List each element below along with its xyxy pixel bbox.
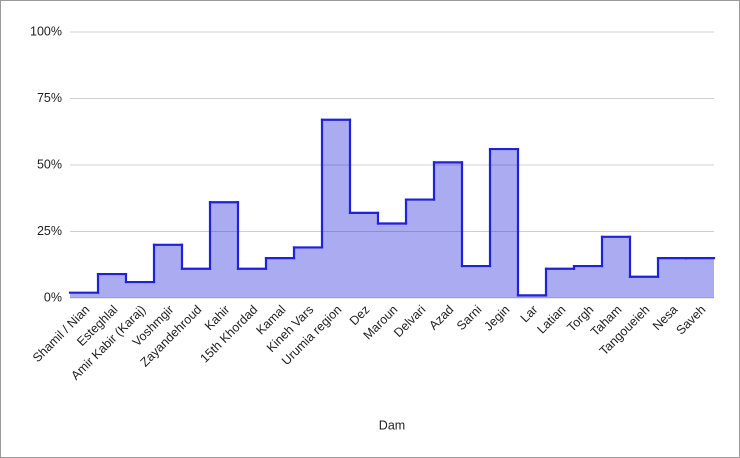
step-area	[406, 199, 434, 298]
y-tick-label: 25%	[37, 224, 62, 238]
x-axis-title: Dam	[379, 418, 405, 432]
step-area	[294, 247, 322, 298]
step-area	[154, 244, 182, 298]
step-area	[378, 223, 406, 298]
step-area	[98, 274, 126, 298]
y-tick-label: 100%	[30, 24, 62, 38]
step-area	[546, 268, 574, 298]
step-area	[434, 162, 462, 298]
step-area	[462, 266, 490, 298]
y-tick-label: 50%	[37, 157, 62, 171]
step-area	[686, 258, 714, 298]
step-area	[238, 268, 266, 298]
step-area	[658, 258, 686, 298]
step-area	[630, 276, 658, 298]
step-area	[182, 268, 210, 298]
step-area	[210, 202, 238, 298]
step-area	[322, 119, 350, 298]
area	[68, 118, 716, 298]
y-tick-label: 75%	[37, 91, 62, 105]
y-tick-label: 0%	[44, 290, 62, 304]
step-area	[70, 292, 98, 298]
step-area	[574, 266, 602, 298]
step-area	[518, 295, 546, 298]
step-area	[490, 149, 518, 298]
step-area	[126, 282, 154, 298]
step-area	[266, 258, 294, 298]
step-area	[350, 212, 378, 298]
grid	[70, 31, 714, 299]
step-area	[602, 236, 630, 298]
